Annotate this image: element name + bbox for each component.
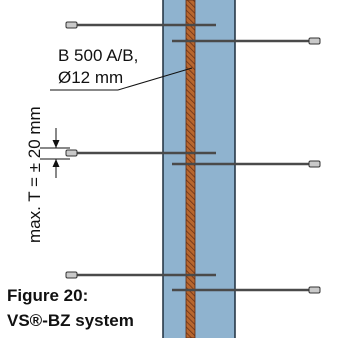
- connector-rod-group-3: [65, 271, 321, 294]
- dimension-arrowhead-top: [52, 140, 60, 148]
- rod-end-ferrule: [308, 160, 321, 168]
- rod-end-ferrule: [65, 149, 78, 157]
- dimension-arrowhead-bottom: [52, 159, 60, 167]
- bar-leader-line: [117, 67, 193, 91]
- wall-column: [163, 0, 235, 338]
- rod-end-ferrule: [308, 37, 321, 45]
- rod-end-ferrule: [65, 21, 78, 29]
- figure-caption-line-2: VS®-BZ system: [7, 311, 134, 330]
- connector-rod-group-1: [65, 21, 321, 45]
- reinforcement-bar: [185, 0, 196, 338]
- rod-end-ferrule: [308, 286, 321, 294]
- figure-caption-line-1: Figure 20:: [7, 286, 88, 305]
- connector-rod-group-2: [65, 149, 321, 168]
- bar-label-line-2: Ø12 mm: [58, 68, 123, 87]
- rod-end-ferrule: [65, 271, 78, 279]
- tolerance-label: max. T = ± 20 mm: [25, 106, 44, 243]
- bar-label-line-1: B 500 A/B,: [58, 46, 138, 65]
